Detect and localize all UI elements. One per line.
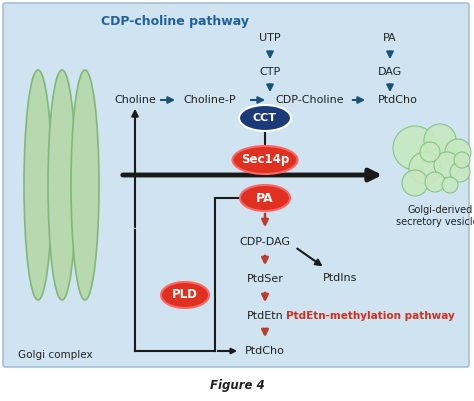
Text: PtdEtn: PtdEtn xyxy=(246,311,283,321)
Text: Sec14p: Sec14p xyxy=(241,154,289,166)
Text: Figure 4: Figure 4 xyxy=(210,379,264,391)
Text: PA: PA xyxy=(383,33,397,43)
Ellipse shape xyxy=(454,152,470,168)
Ellipse shape xyxy=(445,139,471,165)
Ellipse shape xyxy=(393,126,437,170)
Ellipse shape xyxy=(442,177,458,193)
Ellipse shape xyxy=(239,105,291,131)
Text: Golgi complex: Golgi complex xyxy=(18,350,92,360)
Ellipse shape xyxy=(450,162,470,182)
Text: PtdEtn-methylation pathway: PtdEtn-methylation pathway xyxy=(286,311,455,321)
Text: PtdSer: PtdSer xyxy=(246,274,283,284)
Text: UTP: UTP xyxy=(259,33,281,43)
Text: DAG: DAG xyxy=(378,67,402,77)
Text: Choline-P: Choline-P xyxy=(184,95,237,105)
Ellipse shape xyxy=(48,70,76,300)
Ellipse shape xyxy=(434,152,460,178)
Ellipse shape xyxy=(402,170,428,196)
Text: PLD: PLD xyxy=(172,288,198,302)
Ellipse shape xyxy=(24,70,52,300)
Text: PtdCho: PtdCho xyxy=(245,346,285,356)
Ellipse shape xyxy=(233,146,298,174)
Text: PtdCho: PtdCho xyxy=(378,95,418,105)
Ellipse shape xyxy=(425,172,445,192)
Ellipse shape xyxy=(420,142,440,162)
Text: CDP-Choline: CDP-Choline xyxy=(276,95,344,105)
Text: Choline: Choline xyxy=(114,95,156,105)
FancyBboxPatch shape xyxy=(3,3,469,367)
Ellipse shape xyxy=(409,152,441,184)
Ellipse shape xyxy=(161,282,209,308)
Text: PtdIns: PtdIns xyxy=(323,273,357,283)
Text: Golgi-derived
secretory vesicles: Golgi-derived secretory vesicles xyxy=(396,205,474,227)
Ellipse shape xyxy=(71,70,99,300)
Ellipse shape xyxy=(240,185,290,211)
Text: PA: PA xyxy=(256,192,274,205)
Text: CDP-DAG: CDP-DAG xyxy=(239,237,291,247)
Text: CCT: CCT xyxy=(253,113,277,123)
Text: CDP-choline pathway: CDP-choline pathway xyxy=(101,16,249,28)
Ellipse shape xyxy=(424,124,456,156)
Text: CTP: CTP xyxy=(259,67,281,77)
